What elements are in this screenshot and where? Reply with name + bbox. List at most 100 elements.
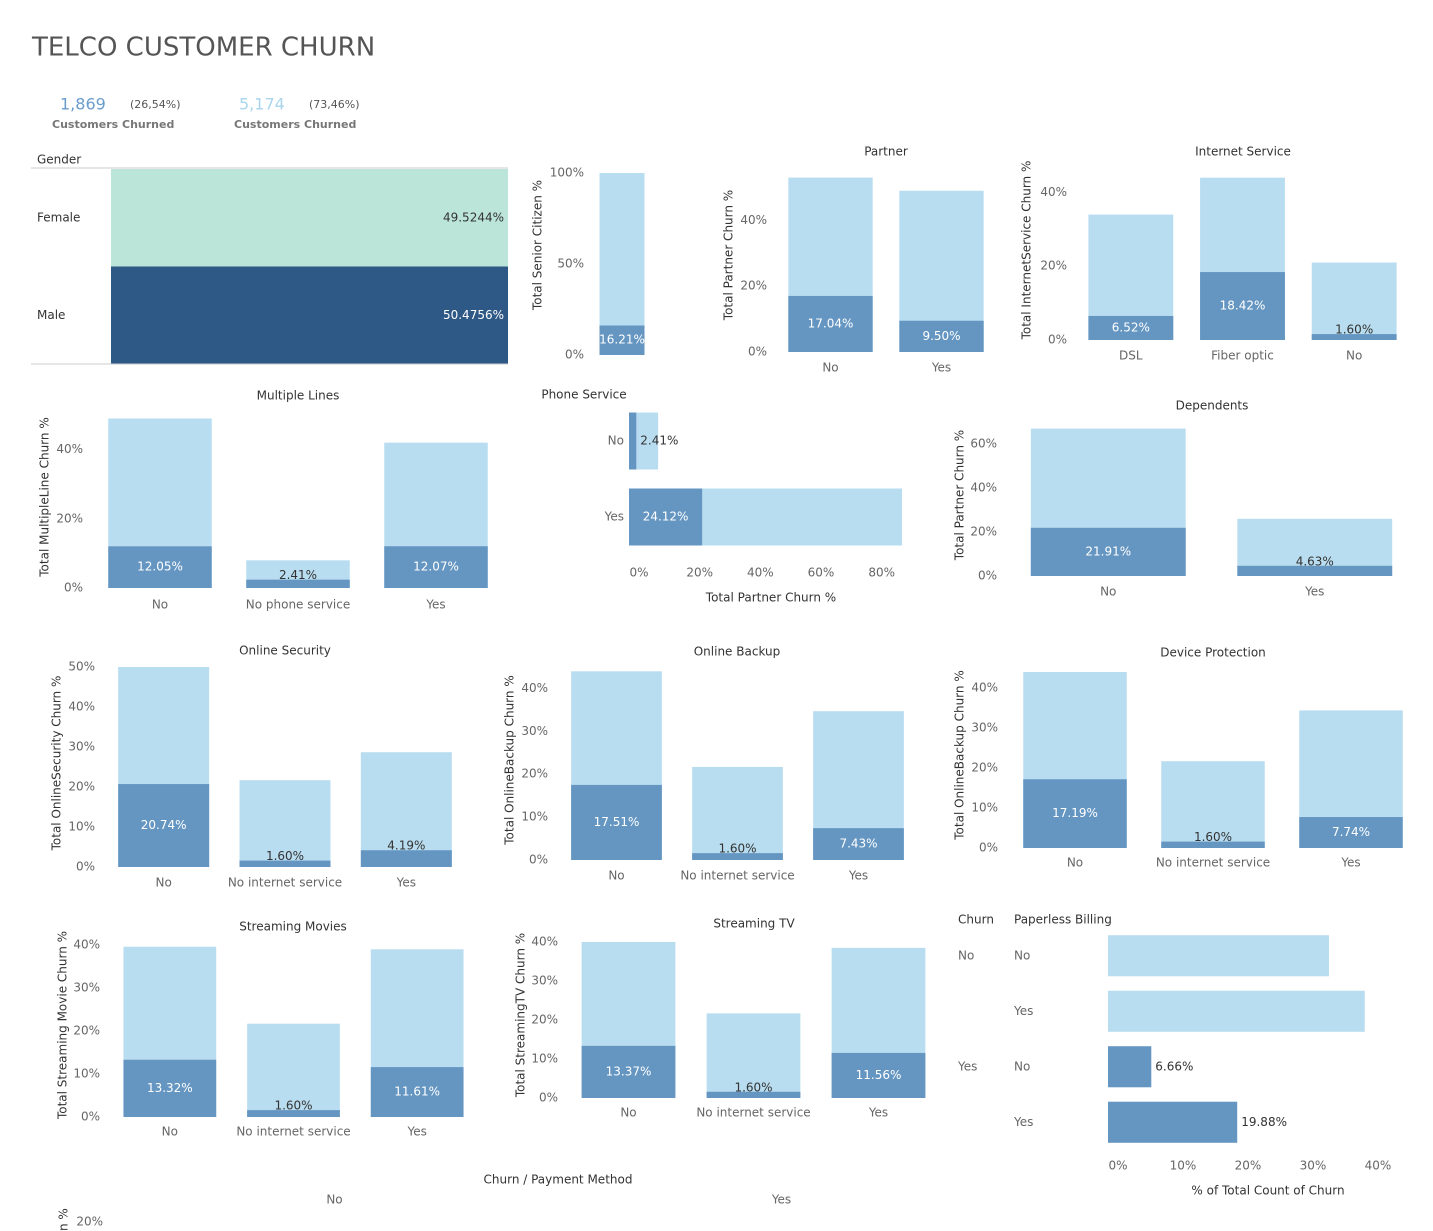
bar xyxy=(1311,334,1397,340)
bar xyxy=(1311,262,1397,340)
y-tick-label: 20% xyxy=(521,767,548,781)
y-axis-label: Total OnlineBackup Churn % xyxy=(503,675,517,845)
cell xyxy=(111,169,508,267)
y-tick-label: 30% xyxy=(68,740,95,754)
chart-title: Online Backup xyxy=(694,645,781,659)
x-tick-label: Yes xyxy=(848,869,868,883)
value-label: 4.63% xyxy=(1296,554,1334,568)
x-tick-label: No xyxy=(1100,585,1116,599)
bar xyxy=(1108,935,1329,977)
row-label: Female xyxy=(37,210,80,224)
kpi-value: 1,869 xyxy=(60,95,106,114)
chart-title: Churn / Payment Method xyxy=(484,1173,633,1187)
y-axis-label: rn % xyxy=(57,1208,71,1231)
y-tick-label: 0% xyxy=(565,348,584,362)
bar xyxy=(1237,565,1393,576)
chart-title: Dependents xyxy=(1176,399,1249,413)
bar xyxy=(246,579,350,588)
value-label: 1.60% xyxy=(1194,830,1232,844)
x-axis-label: Total Partner Churn % xyxy=(705,591,836,605)
x-tick-label: 20% xyxy=(686,566,713,580)
y-tick-label: 0% xyxy=(748,345,767,359)
bar xyxy=(247,1110,340,1117)
chart-title: Internet Service xyxy=(1195,145,1291,159)
value-label: 1.60% xyxy=(1335,323,1373,337)
x-tick-label: No xyxy=(152,598,168,612)
x-tick-label: No internet service xyxy=(1156,856,1270,870)
bar xyxy=(813,828,904,860)
y-tick-label: 20% xyxy=(1040,259,1067,273)
y-axis-label: Total StreamingTV Churn % xyxy=(514,933,528,1098)
y-tick-label: 10% xyxy=(68,820,95,834)
value-label: 12.05% xyxy=(137,560,183,574)
value-label: 12.07% xyxy=(413,560,459,574)
x-tick-label: No internet service xyxy=(228,876,342,890)
bar xyxy=(1200,272,1285,340)
x-tick-label: 60% xyxy=(808,566,835,580)
value-label: 13.37% xyxy=(606,1064,652,1078)
value-label: 6.52% xyxy=(1112,320,1150,334)
x-tick-label: Yes xyxy=(1304,585,1324,599)
y-axis-label: Total Streaming Movie Churn % xyxy=(56,931,70,1120)
kpi-value: 5,174 xyxy=(239,95,285,114)
value-label: 2.41% xyxy=(279,568,317,582)
y-tick-label: 10% xyxy=(521,810,548,824)
y-tick-label: 30% xyxy=(73,981,100,995)
y-tick-label: 100% xyxy=(550,166,584,180)
bar xyxy=(571,784,662,860)
y-tick-label: 40% xyxy=(1040,185,1067,199)
value-label: 24.12% xyxy=(643,510,689,524)
bar xyxy=(706,1013,801,1098)
bar xyxy=(629,488,703,546)
y-tick-label: 0% xyxy=(979,841,998,855)
column-header: Churn xyxy=(958,913,994,927)
kpi-share: (73,46%) xyxy=(309,98,360,111)
kpi-share: (26,54%) xyxy=(130,98,181,111)
x-tick-label: 20% xyxy=(1235,1159,1262,1173)
y-tick-label: 40% xyxy=(970,481,997,495)
y-tick-label: 20% xyxy=(76,1215,103,1229)
x-tick-label: Yes xyxy=(771,1193,791,1207)
x-tick-label: 0% xyxy=(629,566,648,580)
x-tick-label: 80% xyxy=(868,566,895,580)
y-tick-label: 10% xyxy=(971,801,998,815)
y-tick-label: No xyxy=(608,434,624,448)
y-tick-label: 0% xyxy=(1048,333,1067,347)
y-tick-label: 40% xyxy=(531,935,558,949)
value-label: 50.4756% xyxy=(443,308,504,322)
y-axis-label: Total Partner Churn % xyxy=(953,430,967,561)
bar xyxy=(581,1045,676,1098)
value-label: 21.91% xyxy=(1085,544,1131,558)
y-tick-label: 20% xyxy=(68,780,95,794)
x-tick-label: 40% xyxy=(747,566,774,580)
y-tick-label: 40% xyxy=(521,681,548,695)
y-tick-label: 40% xyxy=(740,213,767,227)
y-tick-label: 0% xyxy=(64,581,83,595)
y-tick-label: 0% xyxy=(978,569,997,583)
bar xyxy=(599,325,645,355)
y-tick-label: 0% xyxy=(76,860,95,874)
bar xyxy=(692,853,783,860)
value-label: 13.32% xyxy=(147,1081,193,1095)
x-tick-label: 0% xyxy=(1108,1159,1127,1173)
column-header: Paperless Billing xyxy=(1014,913,1112,927)
y-tick-label: 0% xyxy=(529,853,548,867)
value-label: 7.74% xyxy=(1332,825,1370,839)
x-tick-label: Yes xyxy=(1340,856,1360,870)
group-label: No xyxy=(958,948,974,962)
bar xyxy=(1023,779,1127,848)
cell xyxy=(111,266,508,364)
x-tick-label: 10% xyxy=(1170,1159,1197,1173)
bar xyxy=(1161,841,1265,848)
bar xyxy=(899,320,984,352)
y-tick-label: 20% xyxy=(73,1024,100,1038)
y-tick-label: Yes xyxy=(1013,1004,1033,1018)
x-tick-label: No xyxy=(326,1193,342,1207)
y-tick-label: 30% xyxy=(531,974,558,988)
bar xyxy=(118,784,210,867)
value-label: 1.60% xyxy=(274,1099,312,1113)
value-label: 1.60% xyxy=(734,1080,772,1094)
y-tick-label: 20% xyxy=(740,279,767,293)
y-tick-label: 30% xyxy=(971,721,998,735)
bar xyxy=(1161,761,1265,848)
